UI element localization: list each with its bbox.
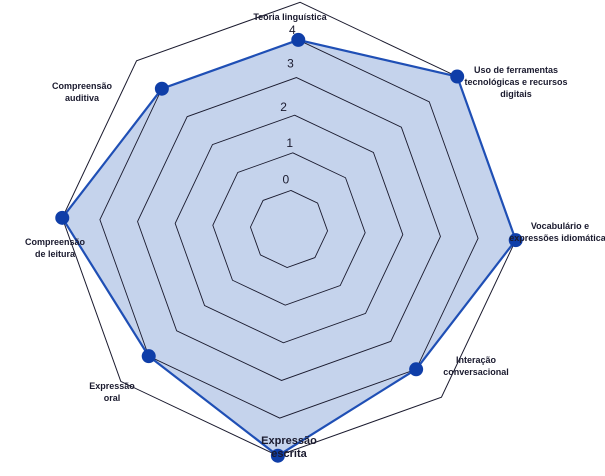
series-point xyxy=(291,32,306,47)
series-point xyxy=(409,362,424,377)
series-point xyxy=(141,349,156,364)
grid-ring-2 xyxy=(174,114,404,344)
grid-ring-3 xyxy=(137,77,441,381)
tick-label: 2 xyxy=(280,100,287,114)
axis-label: Compreensão auditiva xyxy=(52,81,113,103)
tick-label: 4 xyxy=(289,23,296,37)
axis-label: Expressão oral xyxy=(89,381,135,403)
tick-label: 1 xyxy=(286,136,293,150)
series-point xyxy=(154,81,169,96)
tick-label: 3 xyxy=(287,57,294,71)
series-point xyxy=(270,448,285,463)
axis-label: Teoria linguística xyxy=(253,12,327,22)
radial-ticks: 012345 xyxy=(280,23,296,187)
grid-ring-0 xyxy=(249,189,329,269)
series-area xyxy=(62,39,516,456)
axis-label: Expressão escrita xyxy=(261,435,317,460)
axis-label: Vocabulário e expressões idiomáticas xyxy=(509,221,605,243)
tick-label: 0 xyxy=(283,172,290,186)
grid-ring-1 xyxy=(212,152,366,306)
axis-label: Uso de ferramentas tecnológicas e recurso… xyxy=(464,65,567,99)
axis-labels: Teoria linguística Uso de ferramentas tecn… xyxy=(25,12,605,460)
axis-label: Compreensão de leitura xyxy=(25,237,86,259)
series-point xyxy=(508,233,523,248)
radar-series xyxy=(62,39,516,456)
series-point xyxy=(55,210,70,225)
series-point xyxy=(450,69,465,84)
axis-label: Interação conversacional xyxy=(443,355,509,377)
grid-ring-4 xyxy=(99,39,479,419)
